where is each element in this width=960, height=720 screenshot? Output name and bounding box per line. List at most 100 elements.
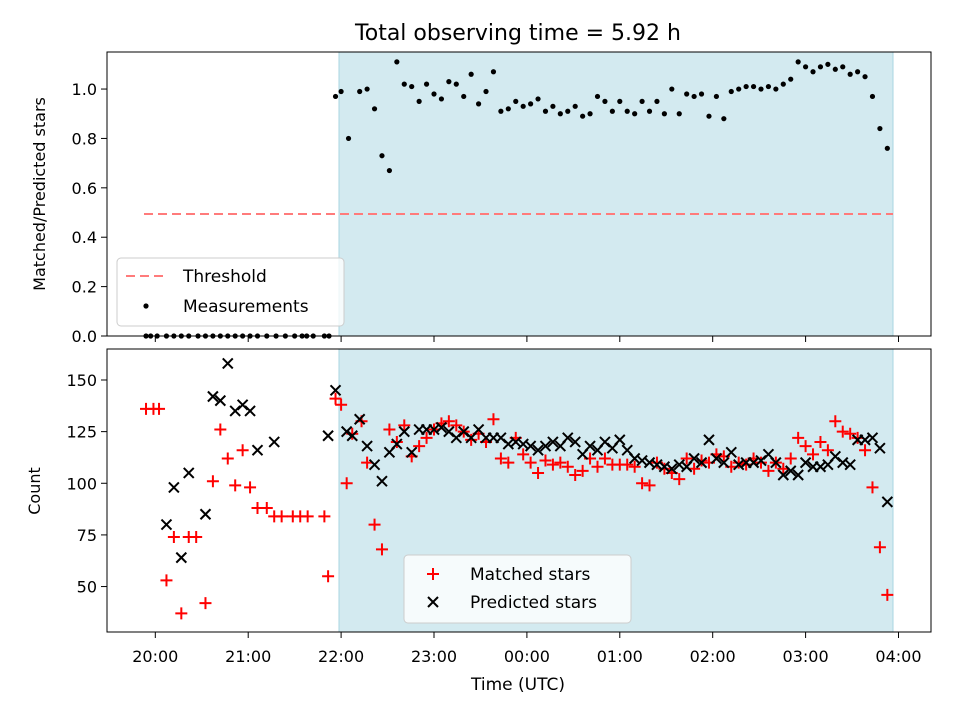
predicted-star-marker bbox=[391, 438, 403, 450]
matched-star-marker bbox=[821, 444, 834, 457]
matched-star-marker bbox=[621, 458, 634, 471]
matched-star-marker bbox=[754, 456, 767, 469]
bottom-x-tick-label: 03:00 bbox=[783, 647, 829, 666]
predicted-star-marker bbox=[614, 434, 626, 446]
predicted-star-marker bbox=[346, 430, 358, 442]
predicted-star-marker bbox=[539, 440, 552, 452]
matched-star-marker bbox=[160, 574, 173, 587]
measurement-point bbox=[386, 167, 393, 174]
measurement-point bbox=[535, 96, 541, 102]
measurement-point bbox=[676, 111, 682, 117]
measurement-point bbox=[550, 103, 556, 109]
bottom-y-tick-label: 125 bbox=[66, 423, 97, 442]
predicted-star-marker bbox=[398, 425, 410, 438]
matched-star-marker bbox=[873, 541, 886, 554]
bottom-x-tick-label: 20:00 bbox=[132, 647, 178, 666]
matched-star-marker bbox=[517, 448, 530, 461]
bottom-x-tick-label: 04:00 bbox=[875, 647, 921, 666]
matched-star-marker bbox=[153, 402, 166, 415]
top-y-tick-label: 0.8 bbox=[72, 129, 97, 148]
legend-measurements-swatch bbox=[143, 303, 149, 309]
matched-star-marker bbox=[799, 440, 812, 453]
measurement-point bbox=[505, 106, 511, 112]
matched-star-marker bbox=[175, 607, 188, 620]
bottom-x-tick-label: 02:00 bbox=[690, 647, 736, 666]
predicted-star-marker bbox=[785, 465, 797, 477]
measurement-point bbox=[572, 103, 578, 109]
matched-star-marker bbox=[866, 481, 879, 494]
measurement-point bbox=[379, 153, 385, 159]
matched-star-marker bbox=[539, 454, 552, 467]
matched-star-marker bbox=[546, 458, 559, 471]
matched-star-marker bbox=[450, 419, 463, 432]
predicted-star-marker bbox=[874, 442, 886, 454]
measurement-point bbox=[565, 108, 571, 114]
measurement-point bbox=[461, 93, 467, 100]
predicted-star-marker bbox=[160, 518, 173, 531]
legend-predicted-swatch bbox=[427, 596, 439, 608]
matched-star-marker bbox=[532, 466, 545, 479]
predicted-star-marker bbox=[777, 469, 790, 481]
measurement-point bbox=[394, 59, 400, 65]
matched-star-marker bbox=[275, 510, 288, 523]
matched-star-marker bbox=[301, 510, 314, 523]
top-legend-box bbox=[116, 257, 345, 327]
predicted-star-marker bbox=[340, 425, 353, 438]
measurement-point bbox=[513, 98, 519, 104]
measurement-point bbox=[780, 81, 786, 87]
measurement-point bbox=[520, 103, 526, 109]
matched-star-marker bbox=[322, 570, 335, 583]
measurement-point bbox=[698, 91, 705, 97]
measurement-point bbox=[609, 108, 615, 114]
matched-star-marker bbox=[598, 452, 611, 465]
matched-star-marker bbox=[214, 423, 227, 436]
measurement-point bbox=[646, 108, 653, 114]
measurement-point bbox=[713, 93, 720, 100]
predicted-star-marker bbox=[435, 421, 448, 434]
measurement-point bbox=[654, 98, 660, 104]
predicted-star-marker bbox=[718, 456, 730, 469]
matched-star-marker bbox=[442, 415, 455, 428]
measurement-point bbox=[721, 116, 727, 122]
matched-star-marker bbox=[494, 452, 507, 465]
top-y-tick-label: 0.0 bbox=[72, 327, 97, 346]
measurement-point bbox=[825, 61, 831, 67]
measurement-point bbox=[446, 79, 452, 85]
predicted-star-marker bbox=[792, 469, 804, 481]
legend-predicted-label: Predicted stars bbox=[470, 593, 597, 613]
measurement-point bbox=[332, 93, 339, 100]
predicted-star-marker bbox=[524, 440, 537, 452]
top-legend: Threshold Measurements bbox=[116, 257, 345, 327]
matched-star-marker bbox=[465, 433, 478, 446]
measurement-point bbox=[617, 98, 623, 104]
matched-star-marker bbox=[260, 502, 273, 515]
measurement-point bbox=[624, 108, 630, 114]
predicted-star-marker bbox=[532, 444, 544, 456]
matched-star-marker bbox=[199, 597, 212, 610]
measurement-point bbox=[706, 113, 712, 119]
matched-star-marker bbox=[680, 452, 693, 465]
top-y-axis: 0.0 0.2 0.4 0.6 0.8 1.0 bbox=[72, 80, 107, 346]
measurement-point bbox=[669, 86, 675, 92]
measurement-point bbox=[401, 81, 407, 87]
predicted-star-marker bbox=[329, 384, 342, 397]
matched-star-marker bbox=[229, 479, 242, 492]
measurement-point bbox=[661, 111, 667, 117]
measurement-point bbox=[423, 81, 430, 87]
matched-star-marker bbox=[829, 415, 842, 428]
matched-star-marker bbox=[732, 456, 745, 469]
measurement-point bbox=[528, 101, 534, 107]
bottom-y-tick-label: 75 bbox=[77, 526, 97, 545]
measurement-point bbox=[409, 83, 415, 90]
bottom-plot-frame bbox=[106, 348, 932, 633]
bottom-x-axis: 20:00 21:00 22:00 23:00 00:00 01:00 02:00 03:00… bbox=[132, 632, 922, 666]
matched-star-marker bbox=[236, 444, 249, 457]
measurement-point bbox=[802, 64, 809, 70]
matched-star-marker bbox=[554, 456, 567, 469]
measurement-point bbox=[743, 83, 749, 90]
top-y-tick-label: 1.0 bbox=[72, 80, 97, 99]
measurement-point bbox=[869, 93, 876, 100]
matched-star-marker bbox=[762, 464, 775, 477]
predicted-star-marker bbox=[405, 446, 418, 458]
